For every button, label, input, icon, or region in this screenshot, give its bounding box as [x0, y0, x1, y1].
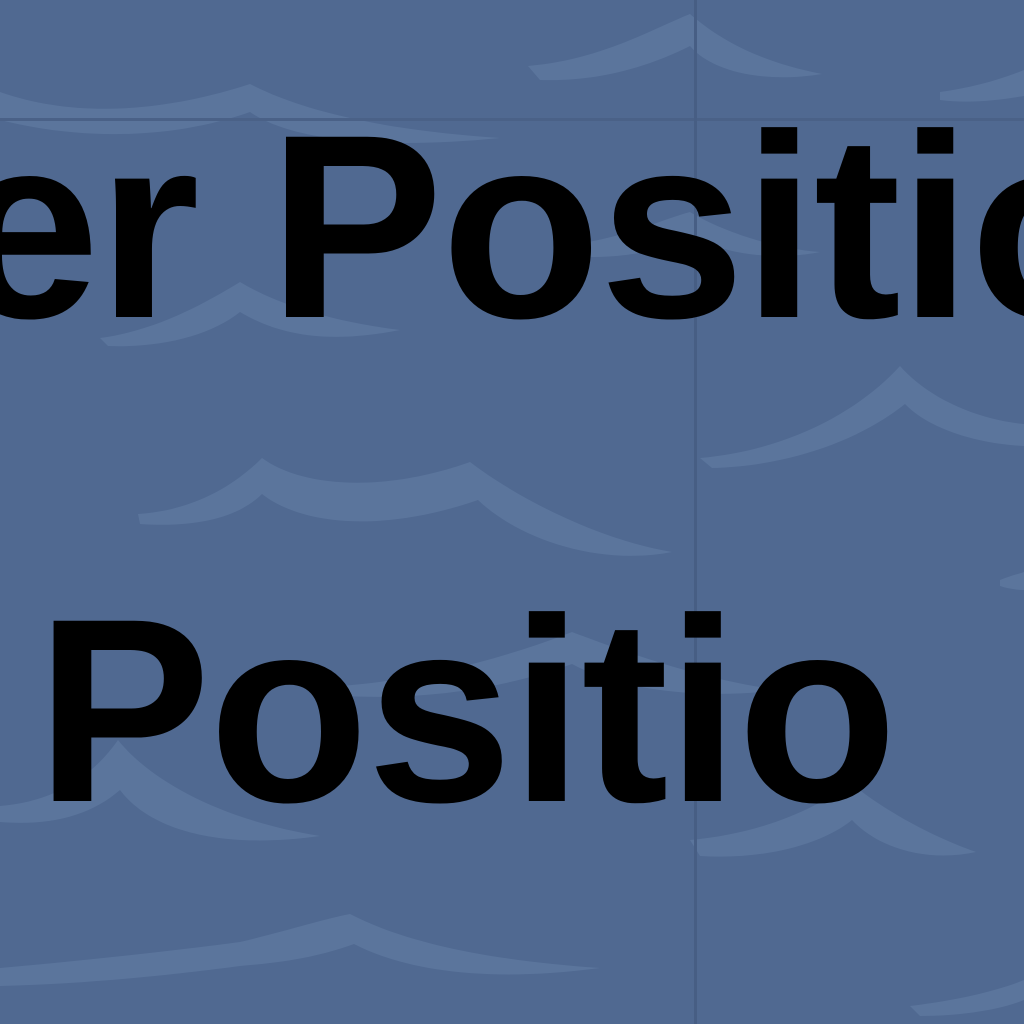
wave-4	[100, 282, 400, 347]
grid-line-vertical	[694, 0, 697, 1024]
wave-12	[0, 914, 600, 986]
position-label-bottom: t Positio	[0, 564, 897, 857]
wave-3	[940, 70, 1024, 102]
wave-11	[690, 782, 976, 857]
wave-9	[340, 632, 780, 697]
wave-13	[910, 980, 1024, 1016]
wave-6	[700, 366, 1024, 468]
wave-7	[138, 458, 672, 556]
wave-5	[560, 212, 820, 258]
grid-line-horizontal	[0, 118, 1024, 121]
wave-2	[528, 14, 822, 81]
wave-1	[0, 84, 500, 143]
wave-8	[1000, 572, 1024, 590]
position-label-top: er Positio	[0, 80, 1024, 373]
wave-10	[0, 740, 320, 841]
